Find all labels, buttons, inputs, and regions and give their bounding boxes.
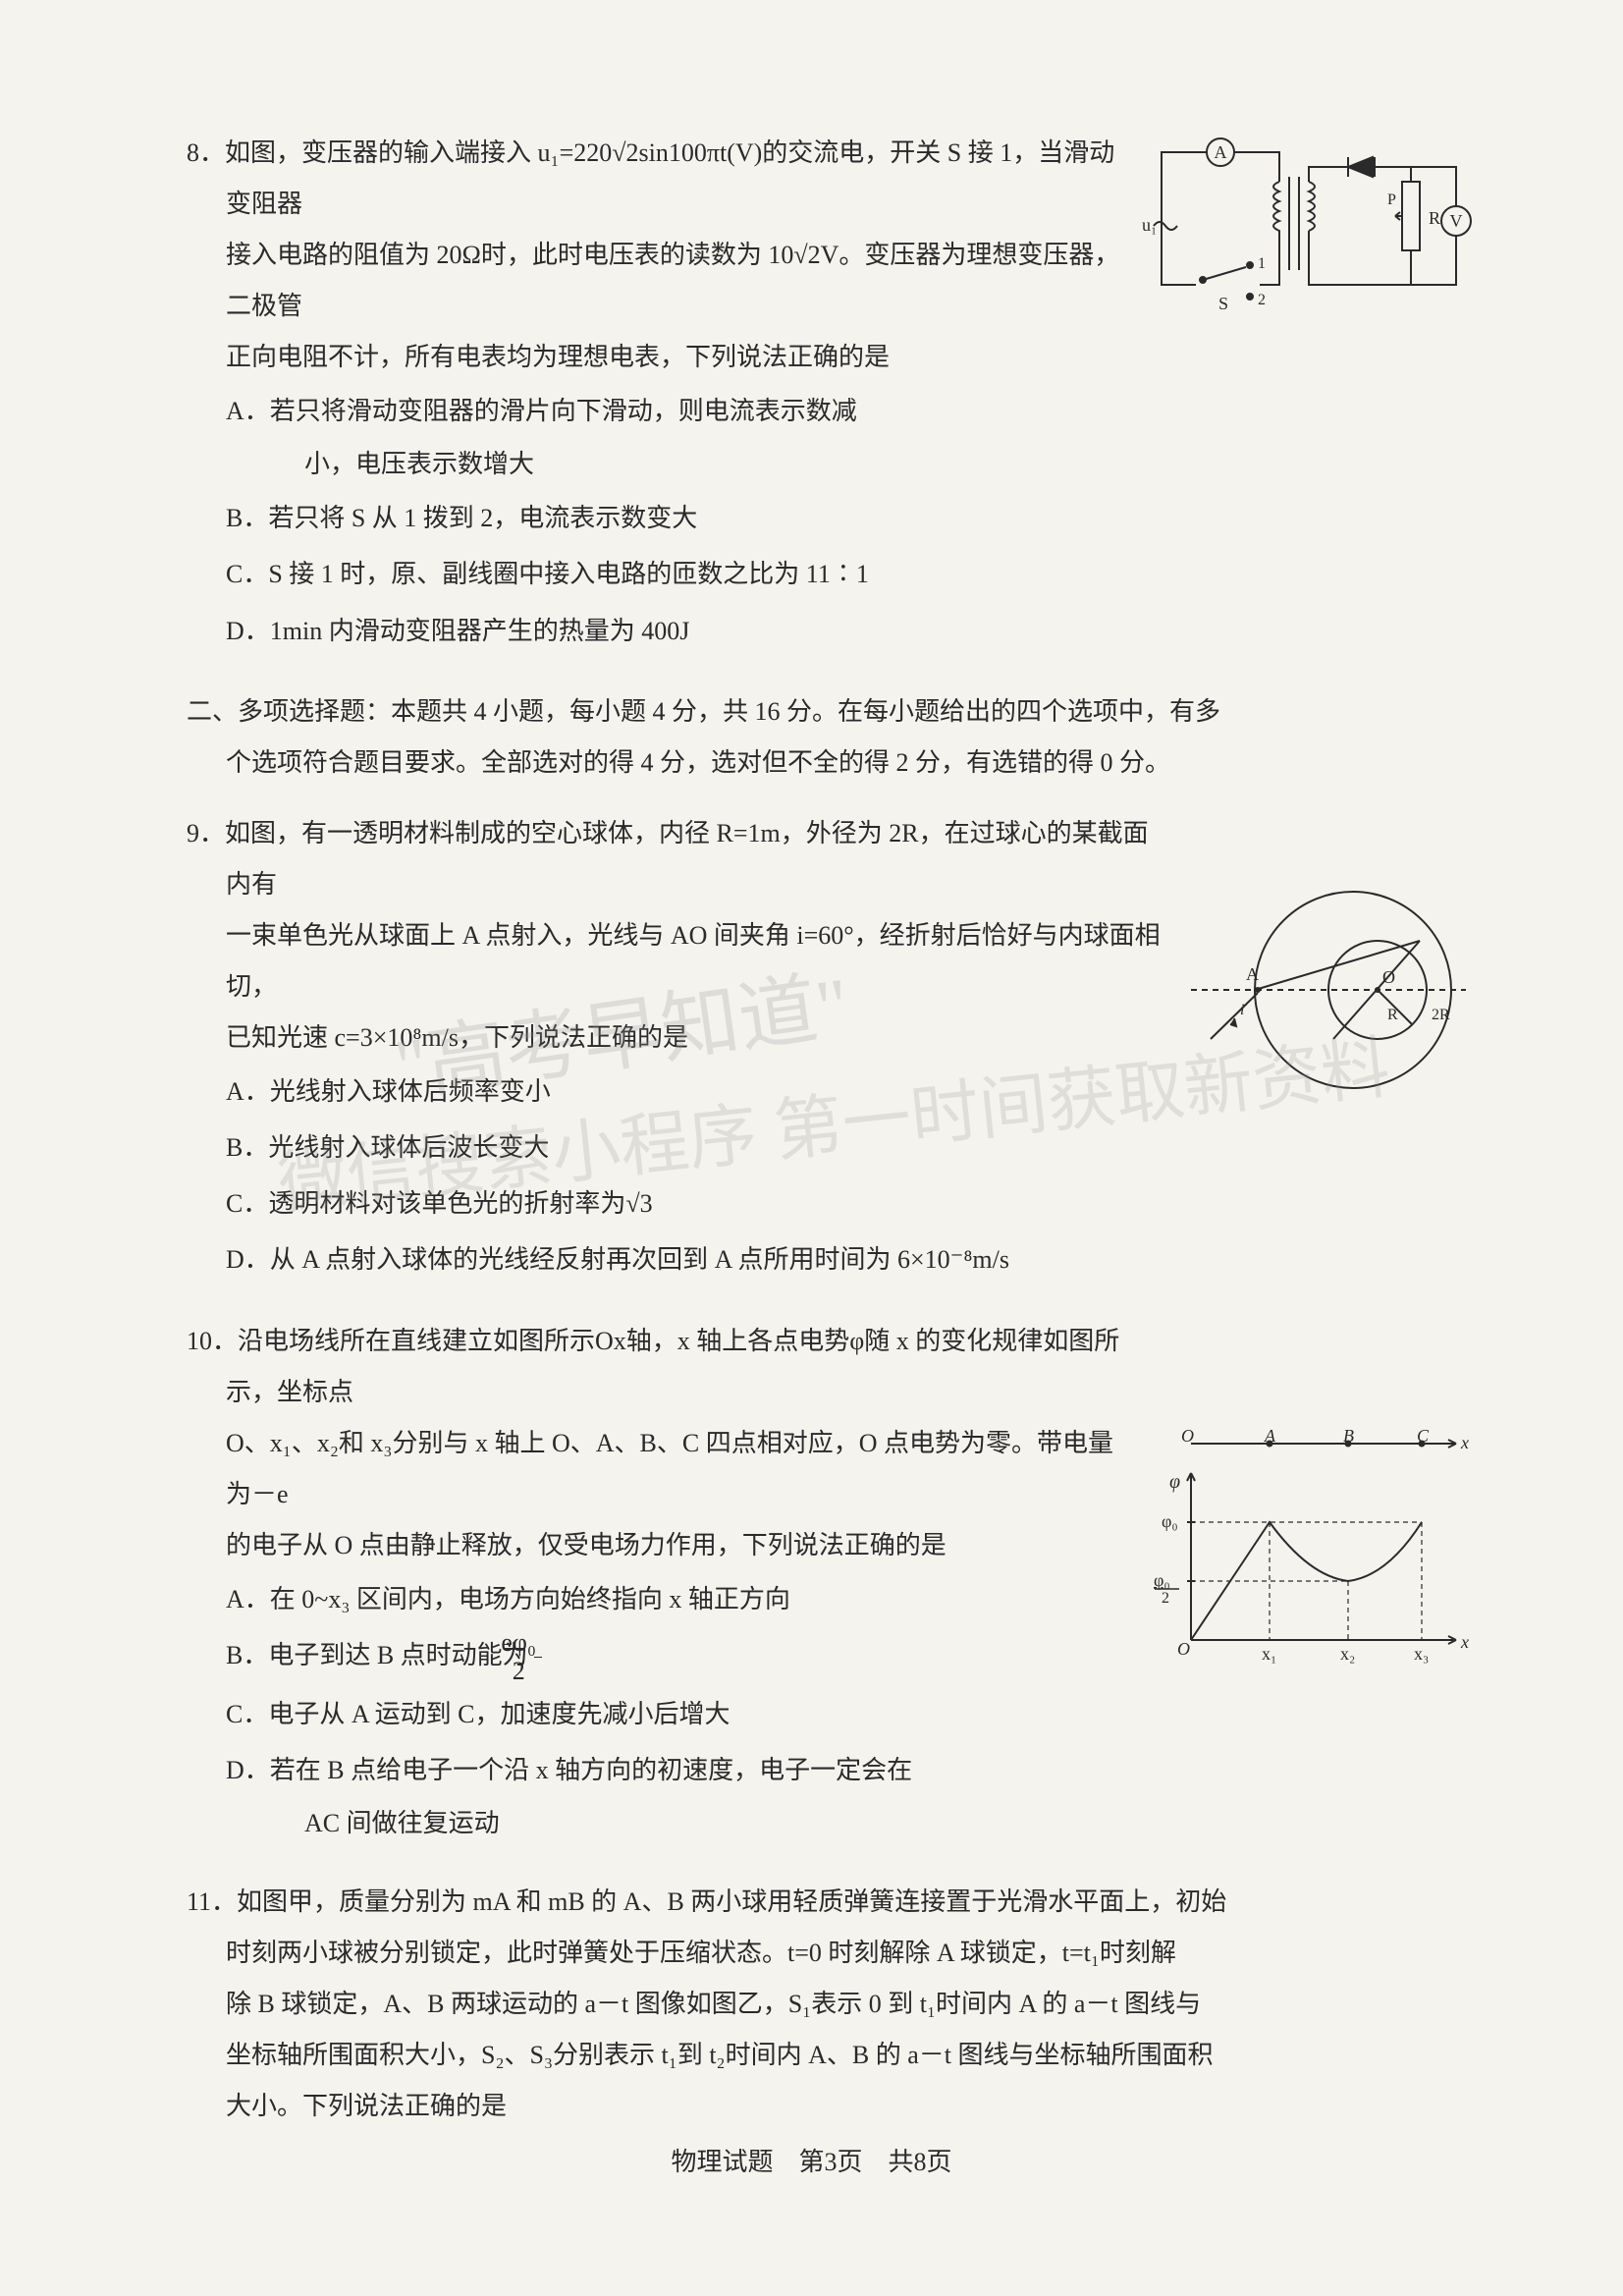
q11-stem-line2: 时刻两小球被分别锁定，此时弹簧处于压缩状态。t=0 时刻解除 A 球锁定，t=t… xyxy=(167,1928,1476,1979)
svg-text:i: i xyxy=(1240,1002,1244,1018)
frac-denominator: 2 xyxy=(534,1658,542,1686)
q8-option-a: A．若只将滑动变阻器的滑片向下滑动，则电流表示数减 xyxy=(167,383,1476,439)
svg-text:x₂: x₂ xyxy=(1340,1644,1355,1664)
svg-text:O: O xyxy=(1181,1426,1194,1446)
question-8: A 1 2 S u₁ xyxy=(167,128,1476,659)
svg-text:φ: φ xyxy=(1169,1471,1180,1493)
section-2-line2: 个选项符合题目要求。全部选对的得 4 分，选对但不全的得 2 分，有选错的得 0… xyxy=(187,738,1476,789)
page-footer: 物理试题 第3页 共8页 xyxy=(0,2142,1623,2178)
frac-numerator: eφ₀ xyxy=(534,1629,542,1659)
svg-text:S: S xyxy=(1218,294,1228,313)
q10-stem-line1: 10．沿电场线所在直线建立如图所示Ox轴，x 轴上各点电势φ随 x 的变化规律如… xyxy=(167,1316,1476,1418)
q9-stem-text1: 如图，有一透明材料制成的空心球体，内径 R=1m，外径为 2R，在过球心的某截面… xyxy=(225,819,1149,899)
question-9: A i O R 2R 9．如图，有一透明材料制成的空心球体，内径 R=1m，外径… xyxy=(167,808,1476,1288)
svg-text:x₁: x₁ xyxy=(1262,1644,1276,1664)
q8-number: 8． xyxy=(187,138,225,167)
svg-text:A: A xyxy=(1246,964,1259,984)
q11-stem-line1: 11．如图甲，质量分别为 mA 和 mB 的 A、B 两小球用轻质弹簧连接置于光… xyxy=(167,1877,1476,1928)
section-2-line1: 二、多项选择题：本题共 4 小题，每小题 4 分，共 16 分。在每小题给出的四… xyxy=(187,686,1476,738)
q9-option-c: C．透明材料对该单色光的折射率为√3 xyxy=(167,1175,1476,1231)
q11-stem-line5: 大小。下列说法正确的是 xyxy=(167,2081,1476,2132)
q10-option-d-cont: AC 间做往复运动 xyxy=(167,1798,1476,1849)
q8-option-b: B．若只将 S 从 1 拨到 2，电流表示数变大 xyxy=(167,490,1476,546)
svg-text:x₃: x₃ xyxy=(1414,1644,1429,1664)
q9-number: 9． xyxy=(187,819,225,847)
svg-text:V: V xyxy=(1450,211,1463,231)
q9-optics-diagram: A i O R 2R xyxy=(1181,867,1476,1130)
q9-option-d: D．从 A 点射入球体的光线经反射再次回到 A 点所用时间为 6×10⁻⁸m/s xyxy=(167,1231,1476,1287)
q11-number: 11． xyxy=(187,1887,237,1916)
q8-option-a-cont: 小，电压表示数增大 xyxy=(167,439,1476,490)
q8-option-c: C．S 接 1 时，原、副线圈中接入电路的匝数之比为 11∶1 xyxy=(167,546,1476,602)
svg-text:1: 1 xyxy=(1258,255,1266,272)
q11-stem-line3: 除 B 球锁定，A、B 两球运动的 a－t 图像如图乙，S₁表示 0 到 t₁时… xyxy=(167,1979,1476,2030)
q10-graph: O A B C x φ x O φ₀ φ₀ 2 xyxy=(1152,1424,1476,1697)
svg-text:R: R xyxy=(1429,208,1440,228)
svg-text:x: x xyxy=(1460,1433,1469,1452)
q10-number: 10． xyxy=(187,1327,238,1355)
svg-text:x: x xyxy=(1460,1632,1469,1652)
q10-option-d: D．若在 B 点给电子一个沿 x 轴方向的初速度，电子一定会在 xyxy=(167,1742,1476,1798)
svg-text:A: A xyxy=(1215,142,1227,162)
svg-text:2: 2 xyxy=(1162,1590,1169,1607)
question-10: O A B C x φ x O φ₀ φ₀ 2 xyxy=(167,1316,1476,1850)
q11-stem-text1: 如图甲，质量分别为 mA 和 mB 的 A、B 两小球用轻质弹簧连接置于光滑水平… xyxy=(237,1887,1226,1916)
svg-text:2R: 2R xyxy=(1432,1007,1450,1023)
svg-text:O: O xyxy=(1382,967,1395,987)
q8-stem-text1: 如图，变压器的输入端接入 u₁=220√2sin100πt(V)的交流电，开关 … xyxy=(225,138,1114,218)
svg-text:P: P xyxy=(1387,191,1396,208)
question-11: 11．如图甲，质量分别为 mA 和 mB 的 A、B 两小球用轻质弹簧连接置于光… xyxy=(167,1877,1476,2132)
q10-option-b-fraction: eφ₀ 2 xyxy=(534,1629,542,1686)
svg-text:R: R xyxy=(1387,1007,1398,1023)
q11-stem-line4: 坐标轴所围面积大小，S₂、S₃分别表示 t₁到 t₂时间内 A、B 的 a－t … xyxy=(167,2030,1476,2081)
q8-circuit-diagram: A 1 2 S u₁ xyxy=(1142,128,1476,352)
section-2-header: 二、多项选择题：本题共 4 小题，每小题 4 分，共 16 分。在每小题给出的四… xyxy=(167,686,1476,789)
q8-option-d: D．1min 内滑动变阻器产生的热量为 400J xyxy=(167,603,1476,659)
q10-option-b-text: B．电子到达 B 点时动能为 xyxy=(226,1641,528,1669)
svg-text:φ₀: φ₀ xyxy=(1154,1570,1170,1590)
svg-text:2: 2 xyxy=(1258,292,1266,308)
q10-stem-text1: 沿电场线所在直线建立如图所示Ox轴，x 轴上各点电势φ随 x 的变化规律如图所示… xyxy=(226,1327,1119,1406)
svg-text:φ₀: φ₀ xyxy=(1162,1511,1178,1531)
svg-text:O: O xyxy=(1177,1639,1190,1659)
